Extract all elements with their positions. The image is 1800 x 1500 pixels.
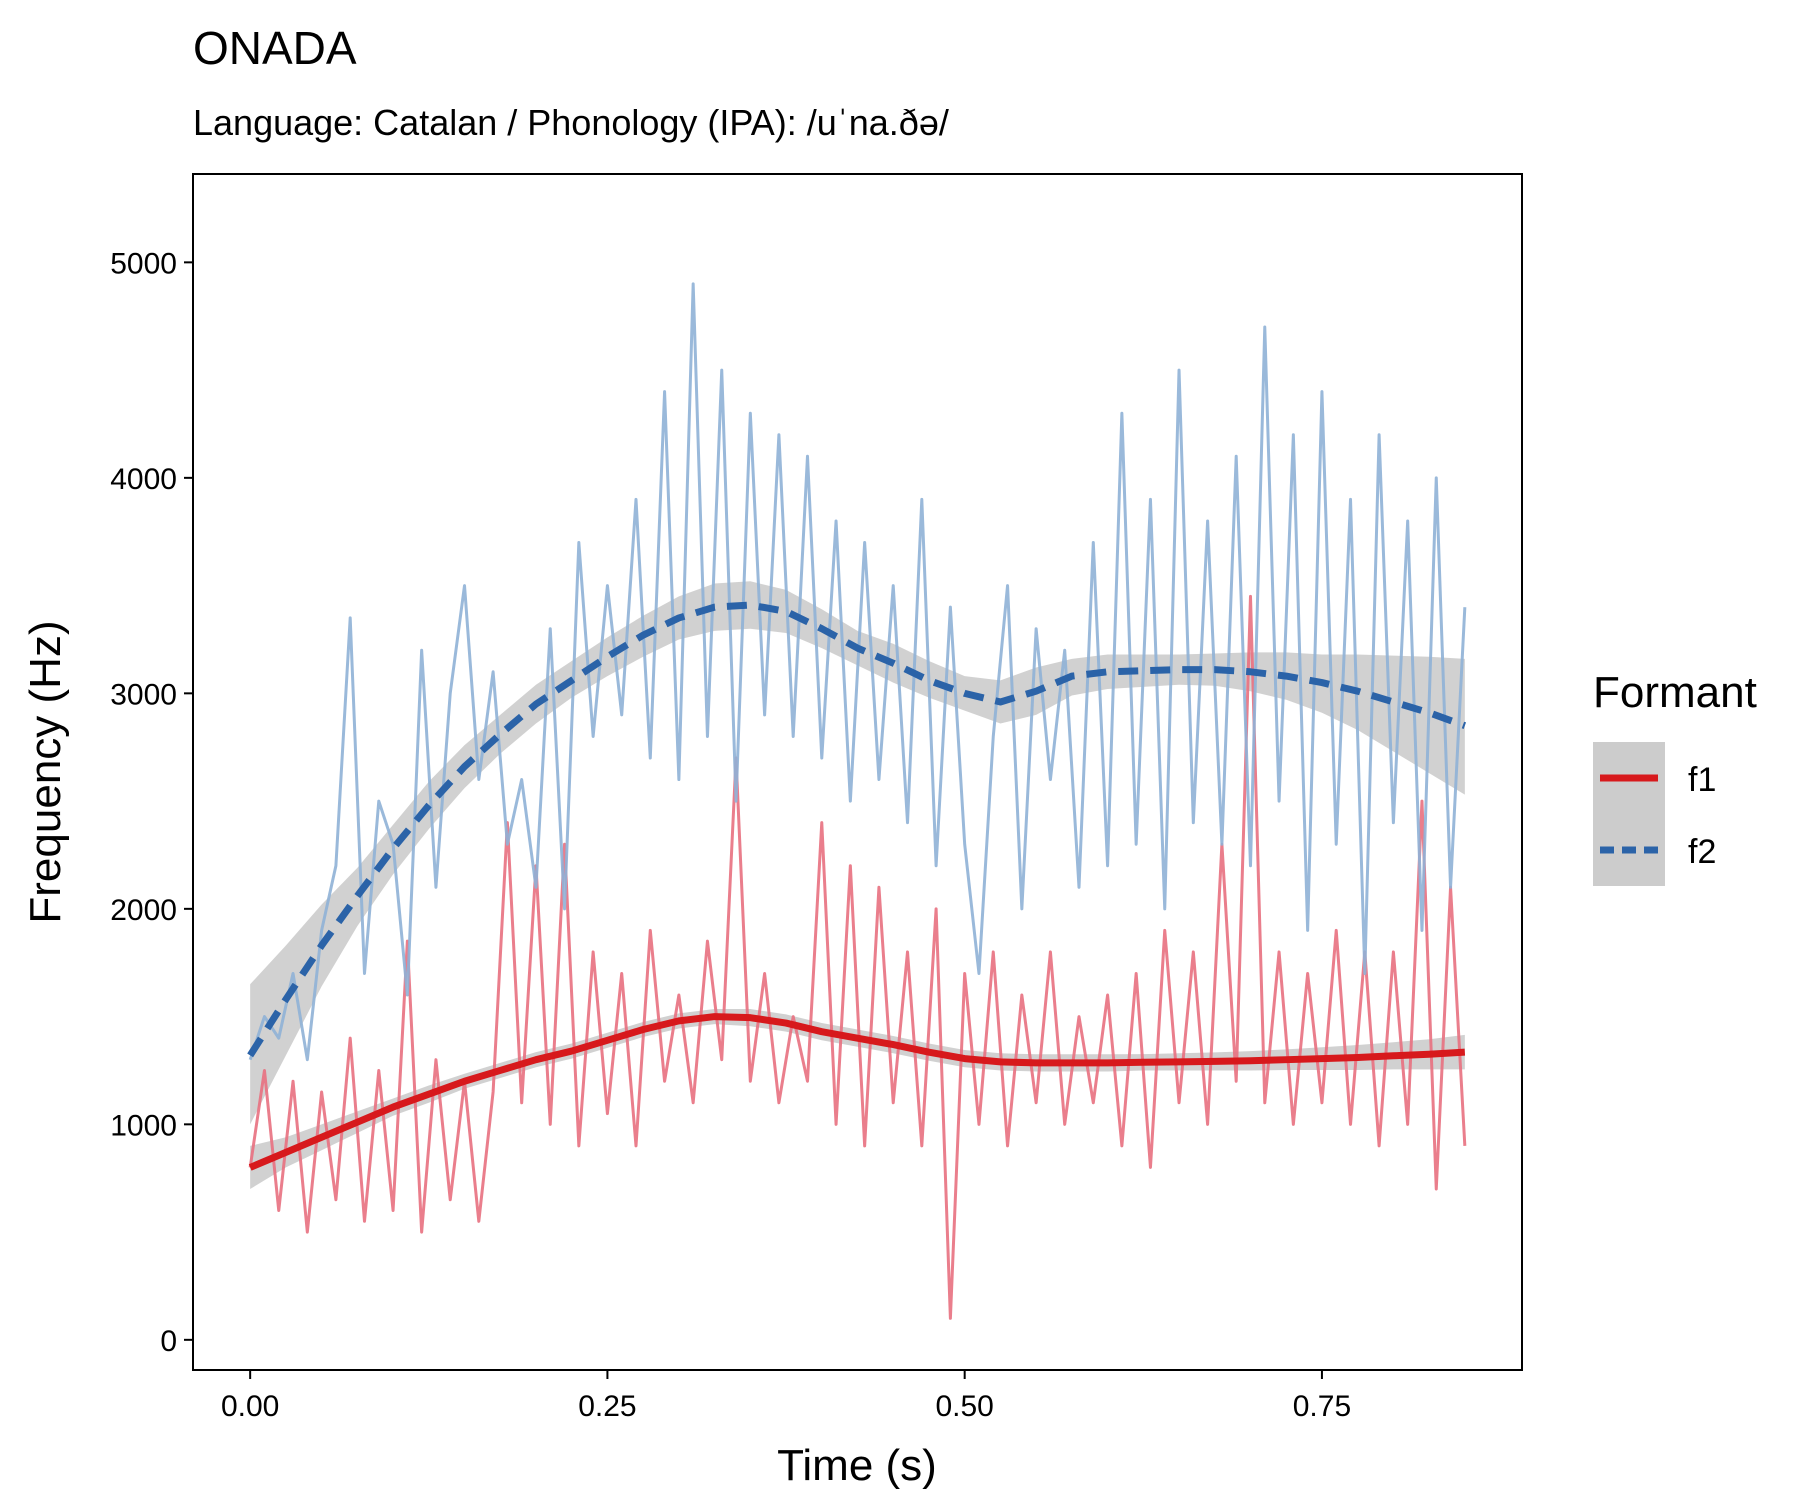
- smoothed-line-f1: [248, 1013, 1466, 1171]
- raw-track-f2: [248, 282, 1467, 1062]
- y-axis: 0 1000 2000 3000 4000 5000: [110, 247, 193, 1358]
- x-tick-label-0.25: 0.25: [578, 1390, 636, 1423]
- legend-label-f2: f2: [1688, 833, 1716, 871]
- raw-formant-tracks: [248, 282, 1467, 1320]
- legend: Formant f1 f2: [1593, 668, 1757, 886]
- plot-area: [192, 173, 1523, 1371]
- x-tick-label-0.75: 0.75: [1293, 1390, 1351, 1423]
- legend-key-f1: f1: [1593, 742, 1716, 814]
- x-axis-label: Time (s): [777, 1441, 937, 1490]
- y-tick-label-2000: 2000: [110, 894, 177, 927]
- y-tick-label-5000: 5000: [110, 247, 177, 280]
- y-tick-label-1000: 1000: [110, 1109, 177, 1142]
- plot-panel: [193, 174, 1522, 1370]
- y-tick-label-0: 0: [160, 1325, 177, 1358]
- smoothed-line-f2: [247, 601, 1467, 1058]
- plot-border: [192, 173, 1523, 1371]
- x-axis: 0.00 0.25 0.50 0.75: [221, 1370, 1351, 1423]
- x-tick-label-0.50: 0.50: [935, 1390, 993, 1423]
- smoothed-formant-lines: [247, 601, 1467, 1171]
- y-tick-label-3000: 3000: [110, 678, 177, 711]
- x-tick-label-0.00: 0.00: [221, 1390, 279, 1423]
- legend-title: Formant: [1593, 668, 1757, 717]
- y-axis-label: Frequency (Hz): [21, 620, 70, 923]
- chart-title: ONADA: [193, 22, 357, 74]
- legend-key-f2: f2: [1593, 814, 1716, 886]
- raw-track-f1: [248, 594, 1467, 1320]
- chart-subtitle: Language: Catalan / Phonology (IPA): /uˈ…: [193, 102, 949, 143]
- y-tick-label-4000: 4000: [110, 463, 177, 496]
- legend-label-f1: f1: [1688, 761, 1716, 799]
